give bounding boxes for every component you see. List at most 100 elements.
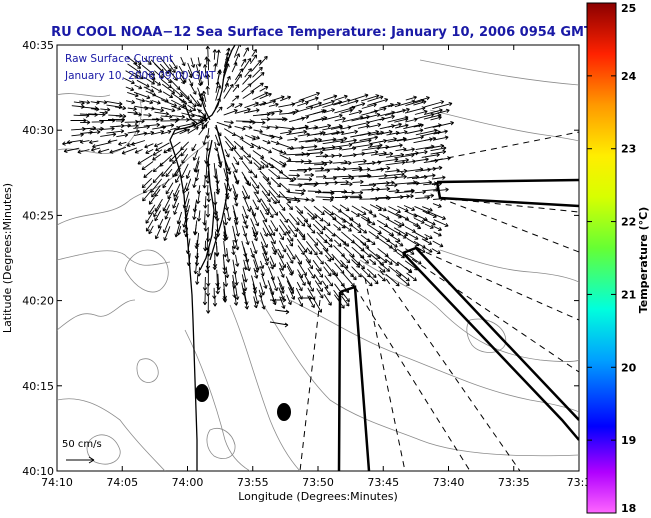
current-vector — [213, 63, 218, 72]
colorbar-tick-label: 22 — [621, 216, 636, 229]
current-vector — [259, 282, 266, 296]
colorbar-tick-label: 24 — [621, 70, 637, 83]
current-vector — [278, 150, 287, 155]
current-vector — [184, 198, 190, 213]
current-vector — [258, 55, 268, 66]
current-vector — [313, 205, 325, 216]
current-vector — [324, 239, 333, 248]
current-vector — [92, 142, 110, 149]
current-vector — [151, 107, 165, 113]
current-vector — [215, 183, 220, 195]
current-vector — [115, 118, 125, 124]
current-vector — [360, 150, 379, 155]
current-vector — [163, 147, 172, 154]
current-vector — [259, 260, 265, 269]
current-vector — [351, 259, 361, 268]
current-vector — [162, 91, 174, 99]
current-vector — [251, 135, 260, 140]
current-vector — [260, 161, 269, 168]
current-vector — [226, 103, 235, 110]
current-vector — [232, 95, 240, 102]
current-vector — [298, 231, 306, 241]
current-vector — [369, 204, 382, 212]
current-vector — [131, 140, 146, 146]
current-vector — [370, 275, 379, 285]
current-vector — [378, 266, 386, 273]
colorbar-tick-label: 19 — [621, 434, 636, 447]
current-vector — [252, 120, 266, 125]
current-vector — [312, 259, 322, 272]
current-vector — [431, 248, 441, 254]
current-vector — [280, 95, 292, 102]
current-vector — [179, 105, 193, 113]
dashed-line-7 — [402, 252, 579, 373]
current-vector — [145, 210, 155, 224]
current-vector — [97, 148, 110, 154]
current-vector — [115, 114, 127, 119]
current-vector — [241, 274, 248, 292]
current-vector — [368, 231, 380, 239]
colorbar-tick-label: 25 — [621, 2, 636, 15]
current-vector — [137, 154, 153, 165]
current-vector — [145, 100, 154, 105]
current-vector — [323, 94, 338, 101]
current-vector — [385, 182, 398, 188]
current-vector — [307, 166, 325, 171]
current-vector — [154, 70, 164, 79]
current-vector — [387, 122, 402, 128]
current-vector — [385, 171, 405, 177]
current-vector — [397, 168, 408, 174]
current-vector — [79, 139, 90, 144]
current-vector — [192, 178, 197, 189]
current-vector — [279, 296, 286, 309]
current-vector — [394, 240, 404, 247]
current-vector — [70, 118, 87, 123]
current-vector — [145, 149, 154, 154]
current-vector — [332, 136, 348, 142]
current-vector — [368, 212, 377, 218]
current-vector — [160, 106, 176, 113]
current-vector — [226, 206, 232, 222]
dashed-line-4 — [379, 269, 521, 471]
current-vector — [231, 246, 236, 256]
current-vector — [415, 128, 438, 136]
current-vector — [100, 107, 111, 112]
current-vector — [268, 203, 279, 216]
current-vector — [312, 223, 324, 235]
current-vector — [395, 269, 410, 282]
current-vector — [198, 93, 203, 102]
current-vector — [133, 72, 144, 80]
current-vector — [252, 199, 259, 211]
current-vector — [286, 265, 293, 276]
current-vector — [162, 217, 171, 234]
current-vector — [296, 105, 314, 113]
x-tick-label: 74:10 — [41, 476, 73, 489]
current-vector — [107, 139, 118, 144]
current-vector — [366, 268, 377, 278]
current-vector — [375, 204, 387, 212]
current-vector — [240, 58, 247, 67]
current-vector — [231, 62, 238, 73]
current-vector — [200, 93, 207, 108]
current-vector — [421, 173, 436, 178]
current-vector — [349, 120, 370, 128]
current-vector — [127, 63, 142, 74]
current-vector — [143, 86, 155, 93]
current-vector — [422, 246, 433, 253]
current-vector — [178, 65, 185, 75]
current-vector — [430, 149, 447, 155]
current-vector — [332, 142, 353, 148]
current-vector — [278, 211, 289, 223]
current-vector — [322, 247, 335, 261]
current-vector — [148, 196, 155, 205]
x-tick-label: 73:35 — [498, 476, 530, 489]
current-vector — [143, 76, 156, 85]
current-vector — [334, 180, 349, 185]
current-vector — [203, 240, 208, 252]
current-vector — [305, 241, 318, 256]
current-vector — [305, 258, 314, 270]
current-vector — [66, 139, 82, 145]
current-vector — [270, 220, 278, 232]
current-vector — [171, 114, 186, 120]
current-vector — [405, 95, 417, 101]
